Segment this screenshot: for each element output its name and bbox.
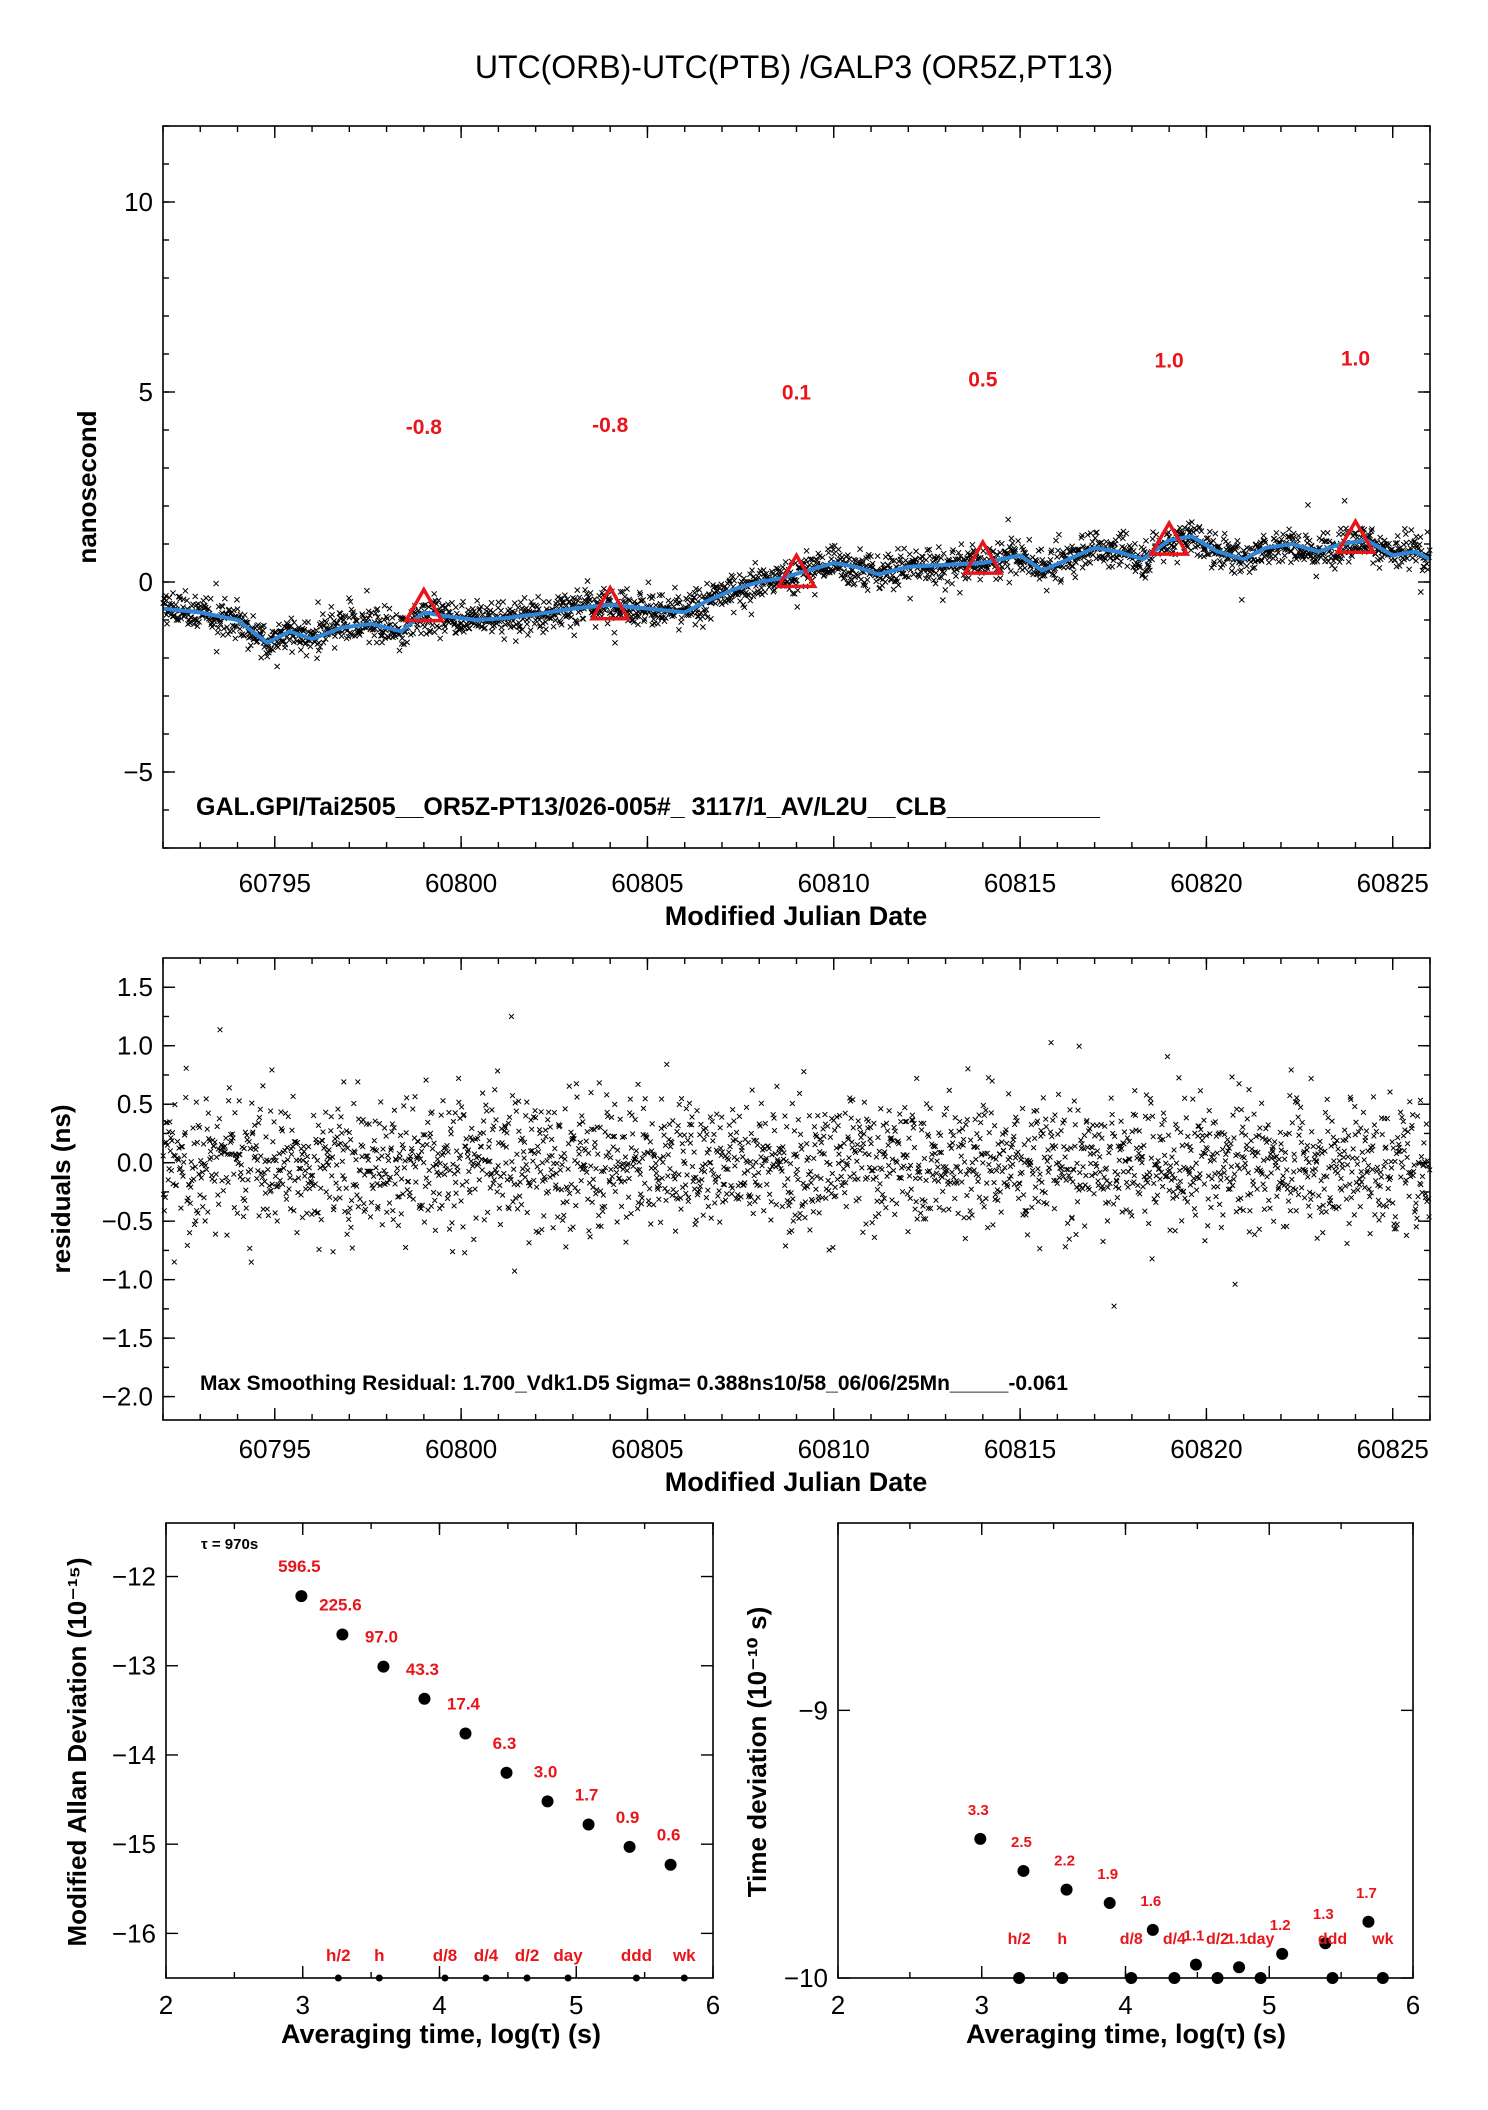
residuals-y-tick-label: −0.5 <box>102 1206 153 1236</box>
residuals-y-tick-label: 1.0 <box>117 1031 153 1061</box>
mdev-x-tick-label: 5 <box>569 1990 583 2020</box>
residuals-x-tick-label: 60820 <box>1170 1434 1242 1464</box>
mdev-data-point <box>418 1693 430 1705</box>
mdev-point-label: 225.6 <box>319 1596 362 1615</box>
residuals-x-tick-label: 60795 <box>239 1434 311 1464</box>
top-y-tick-label: 5 <box>139 377 153 407</box>
residuals-x-tick-label: 60805 <box>611 1434 683 1464</box>
mdev-y-tick-label: −12 <box>112 1562 156 1592</box>
mdev-point-label: 97.0 <box>365 1628 398 1647</box>
residuals-x-tick-label: 60815 <box>984 1434 1056 1464</box>
top-y-tick-label: −5 <box>123 757 153 787</box>
mdev-data-point <box>295 1590 307 1602</box>
residuals-y-axis-label: residuals (ns) <box>46 1104 76 1273</box>
mdev-data-point <box>377 1661 389 1673</box>
mdev-y-tick-label: −14 <box>112 1740 156 1770</box>
triangle-value-label: -0.8 <box>592 414 629 437</box>
mdev-period-label: d/4 <box>474 1946 499 1965</box>
mdev-data-point <box>501 1767 513 1779</box>
mdev-point-label: 0.9 <box>616 1808 640 1827</box>
top-y-tick-label: 10 <box>124 187 153 217</box>
mdev-data-point <box>665 1859 677 1871</box>
mdev-point-label: 43.3 <box>406 1660 439 1679</box>
residuals-y-tick-label: −1.5 <box>102 1323 153 1353</box>
mdev-period-label: h/2 <box>326 1946 351 1965</box>
residuals-annotation: Max Smoothing Residual: 1.700_Vdk1.D5 Si… <box>200 1372 1068 1395</box>
mdev-period-label: d/2 <box>515 1946 540 1965</box>
top-x-tick-label: 60795 <box>239 868 311 898</box>
mdev-point-label: 17.4 <box>447 1695 481 1714</box>
mdev-period-label: h <box>374 1946 384 1965</box>
triangle-value-label: -0.8 <box>406 416 443 439</box>
top-y-axis-label: nanosecond <box>72 410 102 563</box>
mdev-y-tick-label: −16 <box>112 1918 156 1948</box>
mdev-x-tick-label: 3 <box>296 1990 310 2020</box>
top-y-tick-label: 0 <box>139 567 153 597</box>
residuals-y-tick-label: 0.5 <box>117 1089 153 1119</box>
residuals-x-tick-label: 60810 <box>798 1434 870 1464</box>
mdev-point-label: 1.7 <box>575 1786 599 1805</box>
mdev-point-label: 596.5 <box>278 1557 321 1576</box>
mdev-period-marker <box>524 1975 531 1982</box>
triangle-value-label: 0.5 <box>968 368 998 391</box>
top-x-tick-label: 60815 <box>984 868 1056 898</box>
mdev-data-point <box>624 1841 636 1853</box>
residuals-y-tick-label: 1.5 <box>117 972 153 1002</box>
mdev-x-tick-label: 4 <box>432 1990 446 2020</box>
triangle-value-label: 0.1 <box>782 382 812 405</box>
residuals-x-tick-label: 60825 <box>1357 1434 1429 1464</box>
top-x-tick-label: 60810 <box>798 868 870 898</box>
top-x-tick-label: 60805 <box>611 868 683 898</box>
mdev-period-marker <box>482 1975 489 1982</box>
mdev-y-tick-label: −13 <box>112 1651 156 1681</box>
mdev-data-point <box>459 1728 471 1740</box>
mdev-period-marker <box>376 1975 383 1982</box>
mdev-y-tick-label: −15 <box>112 1829 156 1859</box>
mdev-point-label: 0.6 <box>657 1826 681 1845</box>
residuals-y-tick-label: −2.0 <box>102 1382 153 1412</box>
top-x-tick-label: 60800 <box>425 868 497 898</box>
mdev-period-marker <box>441 1975 448 1982</box>
residuals-x-tick-label: 60800 <box>425 1434 497 1464</box>
mdev-data-point <box>336 1629 348 1641</box>
triangle-value-label: 1.0 <box>1341 347 1370 370</box>
mdev-x-tick-label: 2 <box>159 1990 173 2020</box>
residuals-y-tick-label: 0.0 <box>117 1148 153 1178</box>
top-x-tick-label: 60825 <box>1357 868 1429 898</box>
mdev-period-marker <box>335 1975 342 1982</box>
chart-title: UTC(ORB)-UTC(PTB) /GALP3 (OR5Z,PT13) <box>475 49 1113 85</box>
mdev-point-label: 3.0 <box>534 1762 558 1781</box>
mdev-data-point <box>583 1819 595 1831</box>
mdev-x-tick-label: 6 <box>706 1990 720 2020</box>
top-x-tick-label: 60820 <box>1170 868 1242 898</box>
mdev-point-label: 6.3 <box>493 1734 517 1753</box>
triangle-value-label: 1.0 <box>1155 349 1184 372</box>
residuals-y-tick-label: −1.0 <box>102 1265 153 1295</box>
top-x-axis-label: Modified Julian Date <box>665 901 928 931</box>
mdev-data-point <box>542 1795 554 1807</box>
mdev-period-label: d/8 <box>433 1946 458 1965</box>
residuals-x-axis-label: Modified Julian Date <box>665 1467 928 1497</box>
top-annotation: GAL.GPI/Tai2505__OR5Z-PT13/026-005#_ 311… <box>196 793 1101 821</box>
